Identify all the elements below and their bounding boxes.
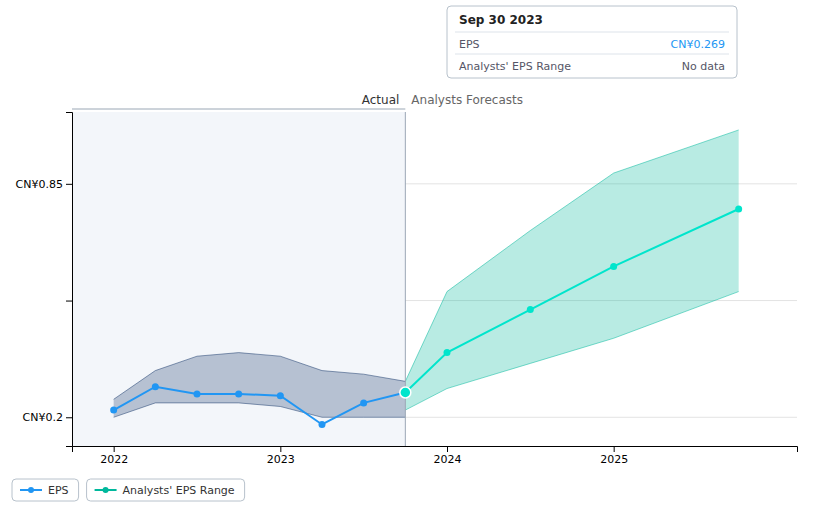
tooltip-box [447, 6, 737, 78]
range-band [405, 130, 738, 410]
y-tick-mark [66, 301, 72, 302]
range-upper-edge [114, 353, 406, 400]
y-tick: CN¥0.2 [23, 411, 72, 424]
y-tick-label: CN¥0.85 [16, 178, 63, 191]
legend-box [12, 479, 79, 501]
eps-point [527, 306, 534, 313]
eps-point [277, 392, 284, 399]
eps-point [444, 349, 451, 356]
x-tick-mark [280, 446, 281, 452]
actual-section [72, 112, 405, 446]
chart-svg: 2022 2023 2024 2025 CN¥0.2 CN¥0.85 Actual Analy… [0, 0, 821, 520]
chart-container: 2022 2023 2024 2025 CN¥0.2 CN¥0.85 Actual Analy… [0, 0, 821, 520]
y-tick [66, 301, 72, 302]
legend-swatch-dot [103, 487, 109, 493]
y-axis-line [66, 113, 73, 447]
eps-line [114, 387, 406, 425]
section-label: Actual [362, 93, 400, 107]
section-rule [72, 109, 405, 110]
x-tick-label: 2025 [600, 453, 628, 466]
range-upper-edge [405, 130, 738, 381]
x-axis: 2022 2023 2024 2025 [73, 446, 798, 466]
eps-point [319, 421, 326, 428]
eps-point [235, 390, 242, 397]
range-lower-edge [405, 292, 738, 411]
eps-point [735, 205, 742, 212]
x-tick: 2022 [100, 446, 128, 466]
x-tick-mark [614, 446, 615, 452]
legend-box [87, 479, 245, 501]
y-tick-label: CN¥0.2 [23, 411, 63, 424]
transition-point [400, 387, 411, 398]
x-tick: 2025 [600, 446, 628, 466]
tooltip: Sep 30 2023 EPS CN¥0.269 Analysts' EPS Rang… [447, 6, 737, 78]
tooltip-title: Sep 30 2023 [459, 13, 543, 27]
legend-label: Analysts' EPS Range [123, 484, 235, 497]
eps-line [405, 209, 738, 393]
x-tick: 2024 [434, 446, 462, 466]
x-tick-mark [447, 446, 448, 452]
tooltip-separator [455, 32, 729, 33]
legend-swatch-dot [28, 487, 34, 493]
x-tick-label: 2022 [100, 453, 128, 466]
legend-item: EPS [12, 479, 79, 501]
eps-point [194, 390, 201, 397]
eps-point [360, 399, 367, 406]
section-label: Analysts Forecasts [411, 93, 523, 107]
tooltip-label: Analysts' EPS Range [459, 60, 571, 73]
eps-point [110, 407, 117, 414]
y-axis: CN¥0.2 CN¥0.85 [16, 113, 73, 447]
legend-item: Analysts' EPS Range [87, 479, 245, 501]
y-tick-mark [66, 417, 72, 418]
eps-point [610, 263, 617, 270]
eps-point [152, 383, 159, 390]
legend-label: EPS [48, 484, 69, 497]
tooltip-label: EPS [459, 38, 480, 51]
x-tick-mark [114, 446, 115, 452]
y-tick-mark [66, 184, 72, 185]
x-tick-label: 2023 [267, 453, 295, 466]
x-tick: 2023 [267, 446, 295, 466]
tooltip-separator [455, 54, 729, 55]
tooltip-value: No data [682, 60, 725, 73]
legend: EPS Analysts' EPS Range [12, 479, 245, 501]
x-tick-label: 2024 [434, 453, 462, 466]
y-tick: CN¥0.85 [16, 178, 72, 191]
range-band [114, 353, 406, 418]
tooltip-value: CN¥0.269 [671, 38, 725, 51]
plot-area [72, 112, 742, 446]
x-axis-line [73, 447, 798, 453]
